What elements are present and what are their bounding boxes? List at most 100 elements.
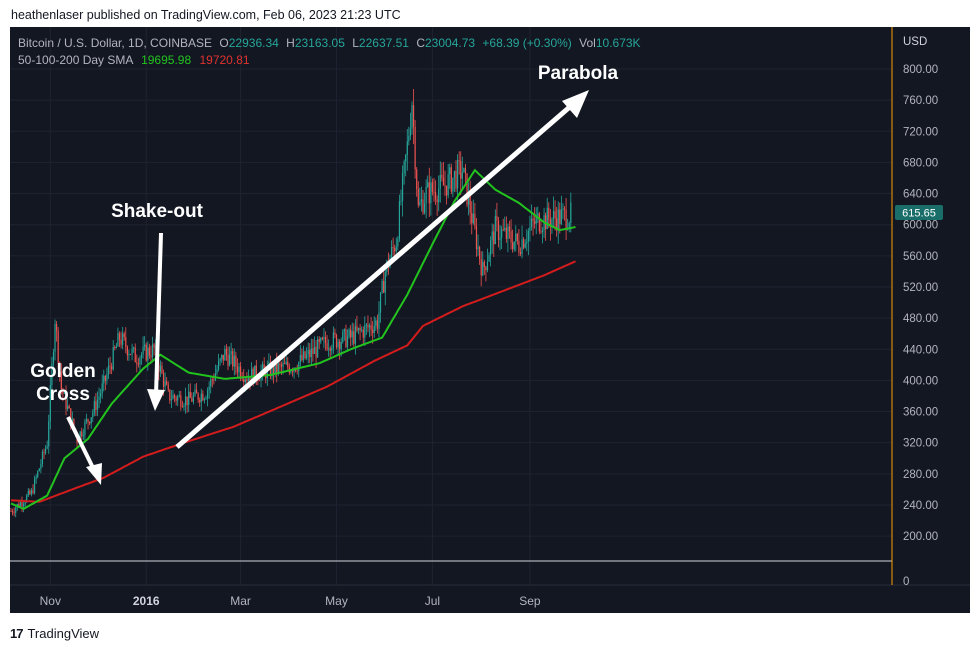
candle-body [423, 203, 426, 213]
candle-body [376, 320, 378, 329]
price-axis[interactable]: 800.00 760.00 720.00 680.00 640.00 600.00 560.… [903, 64, 938, 543]
candle-body [444, 185, 446, 187]
candle-body [114, 347, 116, 349]
legend[interactable]: Bitcoin / U.S. Dollar, 1D, COINBASE O229… [18, 36, 641, 67]
candle-body [485, 266, 487, 271]
candle-body [164, 381, 166, 387]
candle-body [345, 329, 347, 347]
candle-body [379, 292, 382, 313]
candle-body [85, 419, 88, 422]
candle-body [560, 209, 562, 224]
candle-body [26, 495, 28, 503]
candle-body [320, 338, 322, 342]
candle-body [258, 380, 261, 382]
candle-body [348, 329, 350, 337]
candle-body [37, 471, 39, 477]
candle-body [246, 379, 248, 382]
candle-body [538, 213, 540, 232]
chart-frame[interactable]: 800.00 760.00 720.00 680.00 640.00 600.00 560.… [10, 27, 970, 613]
candle-body [87, 419, 89, 422]
candle-body [301, 355, 303, 361]
time-axis[interactable]: Nov 2016 Mar May Jul Sep [40, 594, 541, 608]
candle-body [250, 368, 253, 383]
candle-body [427, 182, 429, 187]
legend-high: 23163.05 [295, 36, 345, 50]
legend-symbol: Bitcoin / U.S. Dollar, 1D, COINBASE [18, 36, 212, 50]
candle-body [304, 351, 306, 359]
y-tick-label: 600.00 [903, 220, 938, 232]
candle-body [504, 227, 506, 230]
candle-body [381, 281, 383, 293]
candle-body [306, 354, 308, 359]
candle-body [271, 364, 273, 377]
candle-body [464, 167, 467, 174]
candle-body [123, 333, 125, 337]
annotation-golden-cross: Golden Cross [30, 361, 95, 405]
candle-body [211, 379, 213, 381]
candle-body [364, 325, 366, 338]
candle-body [496, 216, 498, 221]
candle-body [287, 361, 289, 368]
candle-body [118, 333, 121, 340]
candle-body [195, 389, 198, 394]
candle-body [280, 364, 283, 367]
candle-body [273, 364, 275, 375]
legend-ohlc-line: Bitcoin / U.S. Dollar, 1D, COINBASE O229… [18, 36, 641, 50]
candle-body [414, 126, 416, 170]
candle-body [331, 348, 333, 351]
candle-body [18, 504, 20, 508]
candle-body [178, 395, 180, 397]
candle-body [285, 361, 287, 364]
price-chart[interactable]: 800.00 760.00 720.00 680.00 640.00 600.00 560.… [10, 27, 970, 613]
candle-body [183, 405, 185, 407]
candle-body [126, 346, 128, 356]
candle-body [450, 167, 452, 192]
candle-body [412, 105, 415, 127]
candle-body [392, 247, 394, 249]
candle-body [33, 478, 36, 494]
candle-body [321, 338, 323, 340]
candle-body [401, 173, 404, 201]
current-price-value: 615.65 [902, 208, 936, 220]
candle-body [460, 160, 462, 179]
y-tick-label: 720.00 [903, 126, 938, 138]
y-tick-label: 520.00 [903, 282, 938, 294]
candle-body [356, 326, 358, 331]
x-tick-label: Sep [519, 594, 541, 608]
legend-open: 22936.34 [229, 36, 279, 50]
candle-body [447, 174, 449, 196]
candle-body [452, 177, 454, 192]
candle-body [537, 213, 539, 216]
candle-body [40, 464, 42, 469]
candle-body [456, 160, 459, 189]
candle-body [221, 354, 223, 359]
candle-body [375, 320, 377, 326]
candle-body [463, 167, 465, 173]
candle-body [519, 252, 522, 255]
y-tick-label: 680.00 [903, 157, 938, 169]
candle-body [147, 347, 149, 361]
candle-body [436, 199, 438, 203]
chart-background [10, 27, 970, 613]
candle-body [49, 385, 51, 422]
current-price-tag: 615.65 [895, 205, 943, 221]
candle-body [125, 336, 127, 347]
candle-body [425, 186, 427, 204]
candle-body [10, 511, 12, 512]
y-tick-label: 400.00 [903, 375, 938, 387]
candle-body [192, 395, 195, 402]
candle-body [439, 174, 441, 189]
candle-body [357, 327, 360, 331]
candle-body [21, 502, 23, 507]
candle-body [131, 348, 133, 355]
candle-body [112, 347, 114, 370]
candle-body [129, 354, 132, 355]
candle-body [277, 363, 279, 373]
candle-body [89, 421, 91, 424]
candle-body [255, 365, 257, 379]
candle-body [563, 208, 566, 210]
candle-body [559, 209, 561, 224]
x-tick-label: Nov [40, 594, 61, 608]
candle-body [471, 213, 473, 224]
candle-body [161, 365, 163, 374]
